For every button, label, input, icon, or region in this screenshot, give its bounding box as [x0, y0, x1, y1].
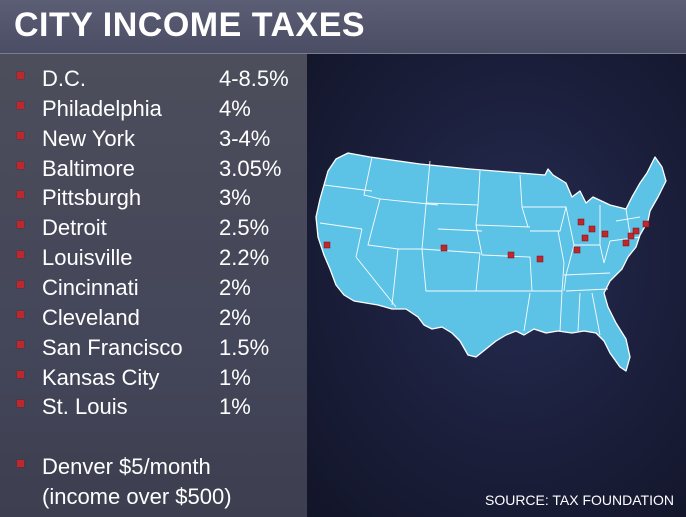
- city-list-panel: D.C. 4-8.5% Philadelphia 4% New York 3-4% B…: [0, 54, 307, 517]
- page-title: CITY INCOME TAXES: [14, 6, 366, 44]
- tax-rate: 1%: [219, 365, 251, 390]
- denver-note-line2: (income over $500): [42, 484, 232, 509]
- city-name: San Francisco: [42, 335, 183, 360]
- city-name: Cleveland: [42, 305, 140, 330]
- bullet-icon: [17, 341, 24, 348]
- marker-baltimore: [627, 232, 635, 240]
- bullet-icon: [17, 251, 24, 258]
- us-map-shape: [315, 152, 667, 372]
- tax-rate: 2.2%: [219, 245, 270, 270]
- tax-rate: 2%: [219, 275, 251, 300]
- bullet-icon: [17, 72, 24, 79]
- marker-new-york: [642, 220, 650, 228]
- city-name: Detroit: [42, 215, 107, 240]
- marker-denver: [440, 244, 448, 252]
- list-item: Cleveland 2%: [0, 305, 307, 333]
- city-markers: [323, 218, 650, 263]
- tax-rate: 3%: [219, 185, 251, 210]
- header-bar: CITY INCOME TAXES: [0, 0, 686, 54]
- list-item: Kansas City 1%: [0, 365, 307, 393]
- list-item: St. Louis 1%: [0, 394, 307, 422]
- bullet-icon: [17, 400, 24, 407]
- denver-note-line1: Denver $5/month: [42, 454, 211, 479]
- marker-st-louis: [536, 255, 544, 263]
- marker-pittsburgh: [601, 230, 609, 238]
- source-credit: SOURCE: TAX FOUNDATION: [484, 492, 674, 508]
- marker-san-francisco: [323, 241, 331, 249]
- marker-kansas-city: [507, 251, 515, 259]
- tax-rate: 1%: [219, 394, 251, 419]
- list-item: Detroit 2.5%: [0, 215, 307, 243]
- state-borders: [319, 156, 641, 336]
- bullet-icon: [17, 102, 24, 109]
- marker-louisville: [573, 246, 581, 254]
- denver-note: Denver $5/month: [0, 454, 307, 482]
- list-item: San Francisco 1.5%: [0, 335, 307, 363]
- marker-philadelphia: [632, 227, 640, 235]
- city-name: Louisville: [42, 245, 133, 270]
- tax-rate: 3.05%: [219, 156, 282, 181]
- city-name: Kansas City: [42, 365, 160, 390]
- list-item: D.C. 4-8.5%: [0, 66, 307, 94]
- marker-cleveland: [588, 225, 596, 233]
- list-item: Louisville 2.2%: [0, 245, 307, 273]
- tax-rate: 4-8.5%: [219, 66, 289, 91]
- bullet-icon: [17, 460, 24, 467]
- list-item: Pittsburgh 3%: [0, 185, 307, 213]
- tax-rate: 2%: [219, 305, 251, 330]
- bullet-icon: [17, 221, 24, 228]
- tax-rate: 2.5%: [219, 215, 270, 240]
- bullet-icon: [17, 311, 24, 318]
- city-name: D.C.: [42, 66, 86, 91]
- list-item: New York 3-4%: [0, 126, 307, 154]
- list-item: Baltimore 3.05%: [0, 156, 307, 184]
- marker-cincinnati: [581, 234, 589, 242]
- city-name: Philadelphia: [42, 96, 162, 121]
- city-name: St. Louis: [42, 394, 128, 419]
- city-name: Pittsburgh: [42, 185, 142, 210]
- marker-dc: [622, 239, 630, 247]
- tax-rate: 4%: [219, 96, 251, 121]
- city-name: Cincinnati: [42, 275, 139, 300]
- bullet-icon: [17, 191, 24, 198]
- us-map: [315, 152, 667, 372]
- list-item: Philadelphia 4%: [0, 96, 307, 124]
- marker-detroit: [577, 218, 585, 226]
- tax-rate: 1.5%: [219, 335, 270, 360]
- city-name: New York: [42, 126, 135, 151]
- tax-rate: 3-4%: [219, 126, 271, 151]
- bullet-icon: [17, 132, 24, 139]
- bullet-icon: [17, 162, 24, 169]
- bullet-icon: [17, 281, 24, 288]
- bullet-icon: [17, 371, 24, 378]
- city-name: Baltimore: [42, 156, 135, 181]
- list-item: Cincinnati 2%: [0, 275, 307, 303]
